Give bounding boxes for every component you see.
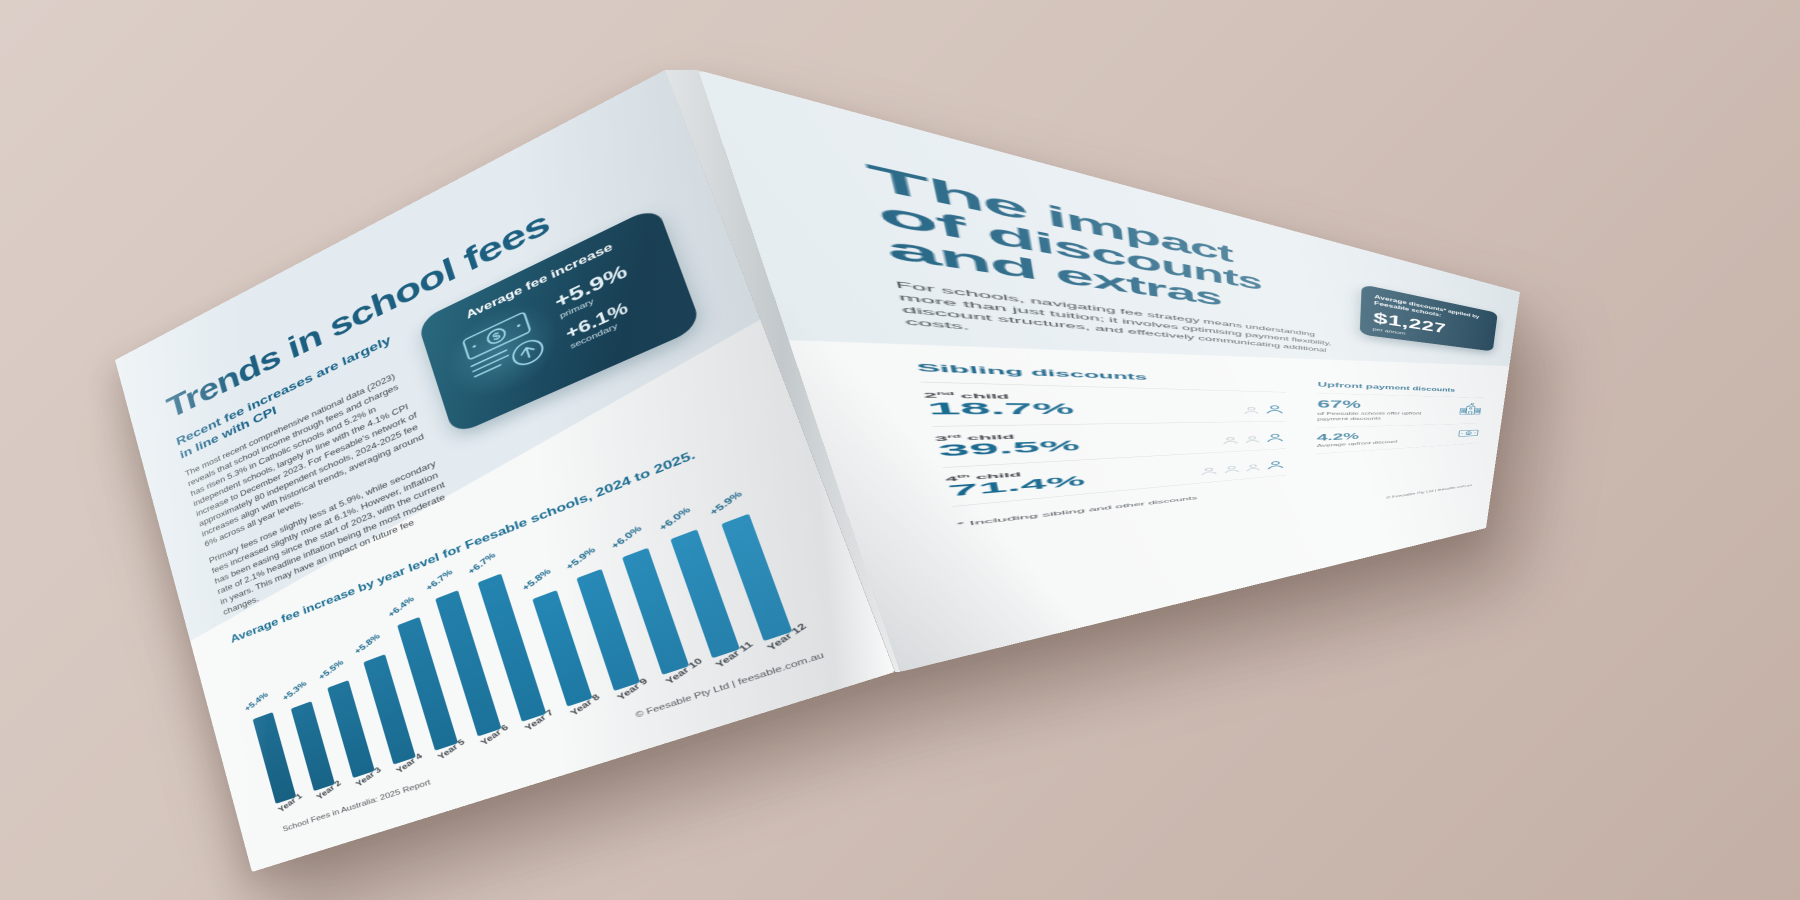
bar (327, 679, 375, 778)
school-building-icon (1458, 401, 1482, 416)
person-icon (1241, 406, 1261, 415)
bar (532, 589, 593, 707)
person-icon (1244, 463, 1263, 472)
bar-value-label: +6.7% (423, 567, 455, 593)
average-fee-increase-card: Average fee increase $ (416, 205, 702, 436)
intro-section: Recent fee increases are largely in line… (175, 203, 735, 624)
bar-value-label: +5.8% (352, 631, 382, 656)
upfront-stat-row: 4.2% Average upfront discount $ (1316, 423, 1479, 455)
upfront-stat-value: 67% (1317, 397, 1362, 411)
bar (363, 653, 416, 765)
people-icons (1198, 459, 1287, 477)
bar-value-label: +5.4% (242, 689, 270, 713)
sibling-discounts-section: Sibling discounts 2nd child 18.7% 3rd ch… (915, 361, 1287, 507)
person-icon (1263, 404, 1286, 414)
sibling-discount-value: 39.5% (935, 437, 1081, 461)
upfront-stat-row: 67% of Feesable schools offer upfront pa… (1316, 393, 1483, 428)
bar (252, 711, 297, 804)
bar-value-label: +6.7% (465, 550, 498, 576)
person-icon (1221, 465, 1242, 475)
bar-value-label: +5.5% (316, 657, 346, 682)
icon-glow (434, 286, 572, 414)
upfront-discounts-section: Upfront payment discounts 67% of Feesabl… (1316, 380, 1484, 473)
bar-value-label: +5.9% (706, 488, 745, 517)
bar (290, 700, 335, 791)
svg-text:$: $ (1467, 432, 1470, 435)
bar-value-label: +6.4% (385, 594, 417, 619)
banknote-up-arrow-icon: $ (434, 286, 572, 414)
banknote-icon: $ (1457, 427, 1479, 439)
right-page: The impact of discounts and extras For s… (698, 70, 1521, 673)
person-icon (1243, 435, 1263, 444)
person-icon (1264, 432, 1287, 443)
upfront-stat-description: of Feesable schools offer upfront paymen… (1316, 411, 1422, 422)
bar (721, 513, 793, 641)
bar-value-label: +6.0% (656, 504, 693, 533)
people-icons (1241, 404, 1286, 416)
person-icon (1220, 436, 1241, 445)
bar-value-label: +5.8% (519, 566, 553, 593)
svg-text:$: $ (491, 330, 503, 344)
left-page: Trends in school fees Recent fee increas… (115, 69, 895, 872)
person-icon (1198, 466, 1220, 476)
person-icon (1264, 459, 1286, 470)
sibling-discount-value: 18.7% (924, 398, 1076, 419)
people-icons (1220, 432, 1287, 446)
bar-value-label: +5.3% (280, 678, 309, 702)
bar-value-label: +5.9% (563, 544, 598, 572)
bar-value-label: +6.0% (608, 523, 644, 551)
bar (576, 568, 640, 691)
